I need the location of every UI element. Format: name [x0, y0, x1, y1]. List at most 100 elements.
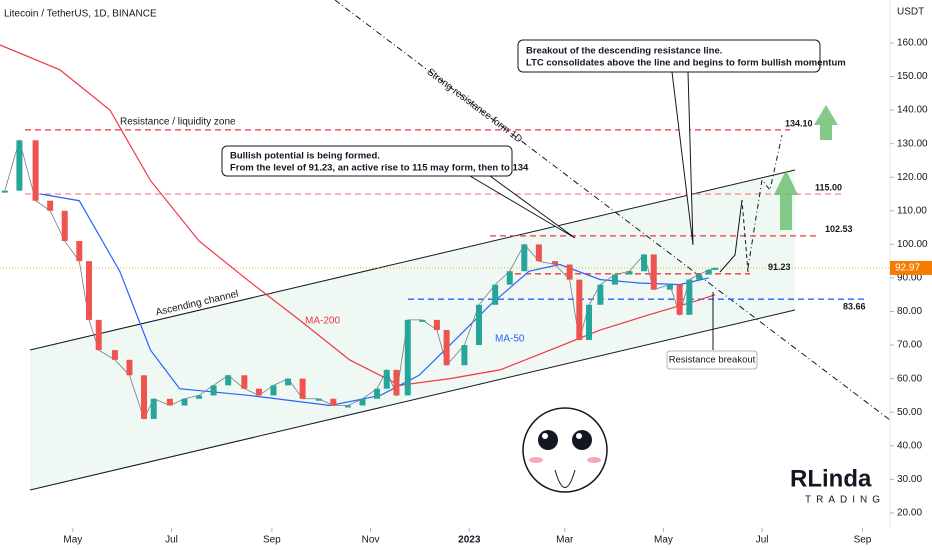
- annotation: Resistance / liquidity zone: [120, 117, 236, 128]
- price-bar: [475, 304, 482, 346]
- price-bar: [344, 405, 351, 408]
- projection: [747, 134, 783, 269]
- price-bar: [552, 261, 559, 265]
- arrow-up: [814, 105, 838, 140]
- price-bar: [166, 398, 173, 406]
- last-price-tag: [890, 260, 932, 275]
- plot: [0, 44, 890, 420]
- price-bar: [16, 140, 23, 191]
- y-tick-label: 100.00: [897, 239, 928, 250]
- last-price-label: 92.97: [895, 263, 920, 274]
- x-tick-label: May: [654, 535, 673, 546]
- price-bar: [141, 375, 148, 419]
- x-tick-label: Sep: [263, 535, 281, 546]
- arrow-up: [774, 170, 798, 230]
- price-bar: [492, 284, 499, 305]
- price-bar: [95, 319, 102, 351]
- callout: [517, 39, 821, 73]
- price-bar: [626, 271, 633, 275]
- price-bar: [181, 398, 188, 406]
- y-tick-label: 30.00: [897, 474, 922, 485]
- y-tick-label: 80.00: [897, 306, 922, 317]
- callout: [221, 145, 513, 177]
- callout-text: LTC consolidates above the line and begi…: [526, 58, 846, 69]
- price-bar: [61, 210, 68, 242]
- price-bar: [241, 375, 248, 389]
- price-bar: [359, 398, 366, 406]
- price-bar: [641, 254, 648, 272]
- channel-upper: [29, 169, 796, 351]
- price-bar: [383, 369, 390, 389]
- y-tick-label: 20.00: [897, 508, 922, 519]
- y-tick-label: 140.00: [897, 105, 928, 116]
- price-bar: [506, 271, 513, 285]
- price-bar: [650, 254, 657, 290]
- price-bar: [111, 350, 118, 360]
- level-label: 91.23: [768, 262, 791, 272]
- price-bar: [666, 284, 673, 290]
- x-tick-label: Jul: [165, 535, 178, 546]
- price-bar: [443, 329, 450, 366]
- pointer: [671, 71, 694, 246]
- price-bar: [210, 385, 217, 396]
- price-bar: [535, 244, 542, 262]
- price-bar: [676, 284, 683, 315]
- projection: [741, 199, 749, 273]
- price-bar: [586, 304, 593, 341]
- price-bar: [76, 241, 83, 262]
- callout-text: Resistance breakout: [669, 355, 756, 366]
- x-tick-label: 2023: [458, 535, 481, 546]
- price-bar: [521, 244, 528, 272]
- x-tick-label: Nov: [362, 535, 380, 546]
- price-bar: [299, 378, 306, 399]
- ma-label: MA-200: [305, 316, 340, 327]
- logo: RLinda: [790, 465, 872, 492]
- price-bar: [270, 385, 277, 396]
- ma-label: MA-50: [495, 334, 525, 345]
- price-bar: [576, 279, 583, 341]
- y-axis-label: USDT: [897, 7, 924, 18]
- channel-fill: [30, 170, 795, 490]
- price-bar: [419, 319, 426, 322]
- level-label: 102.53: [825, 224, 853, 234]
- series-line: [0, 44, 716, 386]
- price-bar: [374, 388, 381, 399]
- y-tick-label: 90.00: [897, 273, 922, 284]
- x-tick-label: Jul: [756, 535, 769, 546]
- callout-text: Bullish potential is being formed.: [230, 151, 380, 162]
- price-bar: [404, 319, 411, 396]
- logo: TRADING: [805, 495, 885, 506]
- price-bar: [433, 319, 440, 330]
- level-label: 83.66: [843, 302, 866, 312]
- projection: [719, 199, 743, 273]
- price-bar: [611, 274, 618, 285]
- price-bar: [705, 269, 712, 275]
- price-bar: [255, 388, 262, 396]
- price-bar: [196, 395, 203, 399]
- y-tick-label: 120.00: [897, 172, 928, 183]
- price-bar: [393, 369, 400, 396]
- price-bar: [225, 375, 232, 386]
- channel-lower: [29, 309, 796, 491]
- level-label: 134.10: [785, 118, 813, 128]
- price-bar: [686, 279, 693, 315]
- y-tick-label: 70.00: [897, 340, 922, 351]
- price-bar: [597, 284, 604, 305]
- callout: [666, 350, 758, 370]
- price-bar: [461, 345, 468, 366]
- price-bar: [126, 359, 133, 376]
- price-bar: [330, 398, 337, 406]
- y-tick-label: 50.00: [897, 407, 922, 418]
- y-tick-label: 130.00: [897, 138, 928, 149]
- meme-face: [522, 407, 608, 493]
- callout-text: From the level of 91.23, an active rise …: [230, 163, 529, 174]
- price-bar: [32, 140, 39, 201]
- price-bar: [285, 378, 292, 386]
- y-tick-label: 150.00: [897, 71, 928, 82]
- y-tick-label: 160.00: [897, 38, 928, 49]
- level-label: 115.00: [815, 182, 842, 192]
- price-bar: [712, 267, 719, 270]
- y-tick-label: 60.00: [897, 373, 922, 384]
- x-tick-label: Mar: [556, 535, 574, 546]
